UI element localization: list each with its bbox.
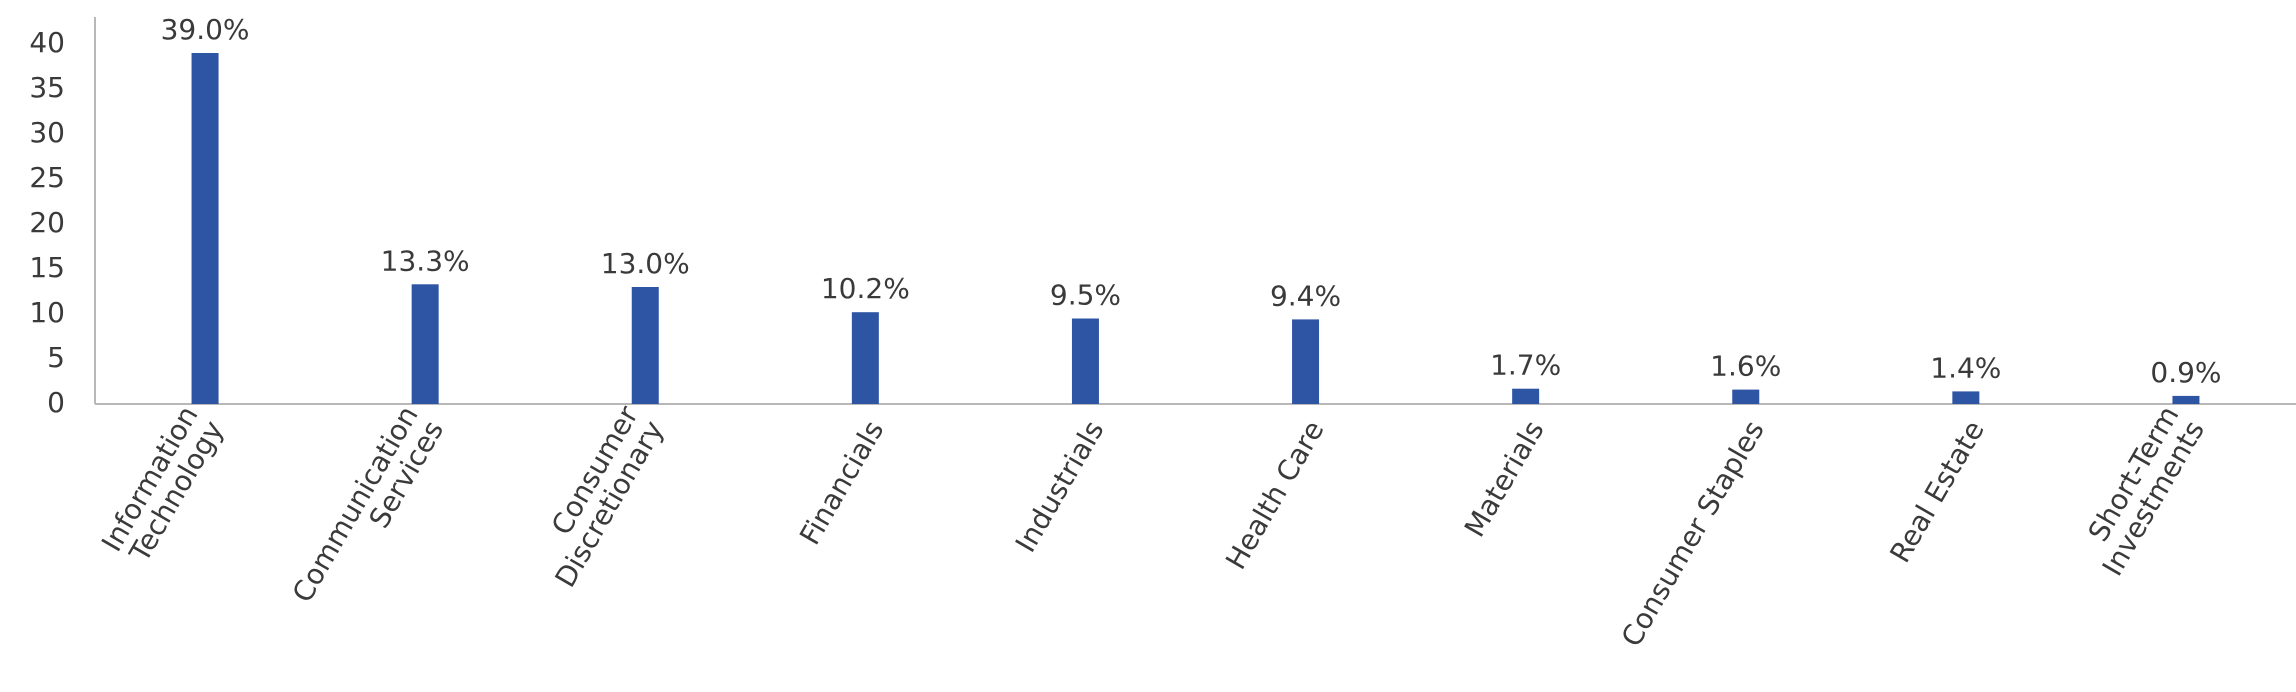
bar: [2172, 395, 2200, 404]
x-tick-label: Short-TermInvestments: [2070, 400, 2211, 581]
y-tick-label: 10: [29, 296, 65, 329]
value-label: 13.3%: [381, 244, 470, 277]
y-tick-label: 20: [29, 206, 65, 239]
x-tick-label: Materials: [1458, 415, 1551, 543]
value-label: 10.2%: [821, 272, 910, 305]
bar: [851, 312, 879, 404]
value-label: 0.9%: [2150, 356, 2221, 389]
y-tick-label: 40: [29, 26, 65, 59]
bar: [1292, 319, 1320, 404]
bar: [411, 284, 439, 404]
value-label: 1.4%: [1930, 351, 2001, 384]
x-tick-label: Health Care: [1219, 415, 1330, 575]
value-label: 1.7%: [1490, 349, 1561, 382]
value-label: 9.5%: [1050, 279, 1121, 312]
x-tick-label: Financials: [793, 415, 890, 550]
x-tick-label: Consumer Staples: [1615, 415, 1771, 652]
y-tick-label: 35: [29, 71, 65, 104]
value-label: 39.0%: [161, 13, 250, 46]
x-tick-label: CommunicationServices: [286, 400, 450, 622]
bar: [1952, 391, 1980, 404]
value-label: 1.6%: [1710, 350, 1781, 383]
bar: [1512, 388, 1540, 404]
value-label: 9.4%: [1270, 279, 1341, 312]
y-tick-label: 25: [29, 161, 65, 194]
bar: [1071, 318, 1099, 404]
y-tick-label: 15: [29, 251, 65, 284]
bar: [631, 287, 659, 404]
value-label: 13.0%: [601, 247, 690, 280]
x-tick-label: ConsumerDiscretionary: [523, 400, 670, 593]
y-tick-label: 30: [29, 116, 65, 149]
bar: [1732, 389, 1760, 404]
x-tick-label: Industrials: [1009, 415, 1111, 558]
y-tick-label: 0: [47, 386, 65, 419]
x-tick-label: Real Estate: [1883, 415, 1991, 568]
y-tick-label: 5: [47, 341, 65, 374]
bar: [191, 53, 219, 404]
x-tick-label: InformationTechnology: [95, 400, 230, 572]
